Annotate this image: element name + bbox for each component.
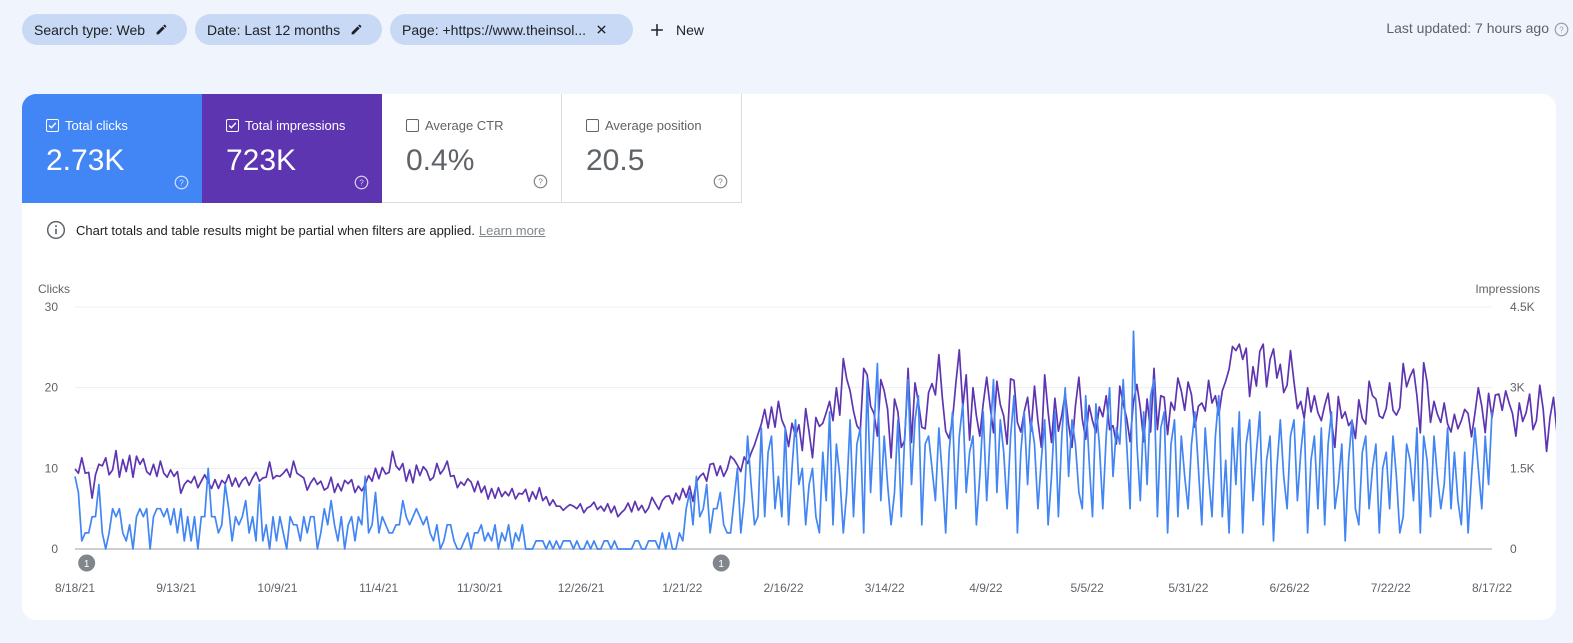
help-icon[interactable]: ? bbox=[174, 175, 189, 190]
metric-value: 723K bbox=[226, 144, 297, 177]
y-left-axis-title: Clicks bbox=[38, 282, 70, 296]
y-right-tick-label: 3K bbox=[1510, 381, 1525, 395]
plus-icon bbox=[651, 23, 663, 36]
metric-average-ctr[interactable]: Average CTR 0.4% ? bbox=[382, 94, 562, 203]
help-icon[interactable]: ? bbox=[533, 174, 548, 189]
filter-chip-search-type[interactable]: Search type: Web bbox=[22, 14, 187, 45]
filter-chip-date[interactable]: Date: Last 12 months bbox=[195, 14, 382, 45]
new-filter-button[interactable]: New bbox=[650, 14, 704, 45]
annotation-marker bbox=[712, 554, 730, 572]
metric-value: 2.73K bbox=[46, 144, 125, 177]
notice-text: Chart totals and table results might be … bbox=[76, 222, 475, 238]
y-left-tick-label: 20 bbox=[45, 381, 59, 395]
checkbox-unchecked[interactable] bbox=[406, 119, 419, 132]
metric-header: Total clicks bbox=[46, 118, 128, 133]
series-line-clicks bbox=[74, 330, 1493, 550]
metric-header: Average position bbox=[586, 118, 702, 133]
filter-chip-label: Search type: Web bbox=[34, 21, 146, 38]
x-tick-label: 5/5/22 bbox=[1070, 581, 1104, 595]
y-left-tick-label: 30 bbox=[45, 300, 59, 314]
y-left-tick-label: 10 bbox=[45, 461, 59, 475]
x-tick-label: 12/26/21 bbox=[558, 581, 605, 595]
help-icon[interactable]: ? bbox=[1554, 22, 1569, 37]
x-tick-label: 1/21/22 bbox=[662, 581, 702, 595]
x-tick-label: 4/9/22 bbox=[969, 581, 1003, 595]
help-icon[interactable]: ? bbox=[713, 174, 728, 189]
metric-value: 20.5 bbox=[586, 144, 645, 177]
filter-chip-page[interactable]: Page: +https://www.theinsol... bbox=[390, 14, 633, 45]
close-icon[interactable] bbox=[596, 24, 607, 35]
x-tick-label: 7/22/22 bbox=[1371, 581, 1411, 595]
y-right-tick-label: 0 bbox=[1510, 542, 1517, 556]
annotation-marker bbox=[78, 554, 96, 572]
x-tick-label: 10/9/21 bbox=[257, 581, 297, 595]
x-tick-label: 11/4/21 bbox=[359, 581, 398, 595]
filter-chip-label: Page: +https://www.theinsol... bbox=[402, 21, 587, 38]
metric-header: Total impressions bbox=[226, 118, 345, 133]
performance-chart: 0 0 10 1.5K 20 3K 30 4.5K Clicks Impressions 8/18/… bbox=[38, 282, 1556, 595]
svg-text:?: ? bbox=[538, 178, 543, 187]
x-tick-label: 11/30/21 bbox=[457, 581, 503, 595]
checkbox-unchecked[interactable] bbox=[586, 119, 599, 132]
checkbox-checked[interactable] bbox=[46, 119, 59, 132]
checkbox-checked[interactable] bbox=[226, 119, 239, 132]
y-right-tick-label: 1.5K bbox=[1510, 461, 1535, 475]
annotation-marker-label: 1 bbox=[718, 559, 724, 570]
metric-label: Average position bbox=[605, 118, 702, 133]
partial-data-notice: Chart totals and table results might be … bbox=[46, 220, 545, 240]
last-updated-text: Last updated: 7 hours ago bbox=[1386, 20, 1549, 36]
svg-text:?: ? bbox=[1559, 26, 1564, 35]
svg-text:?: ? bbox=[179, 179, 184, 188]
metric-label: Total impressions bbox=[245, 118, 346, 133]
svg-text:?: ? bbox=[718, 178, 723, 187]
pencil-icon[interactable] bbox=[350, 23, 363, 36]
x-tick-label: 2/16/22 bbox=[763, 581, 803, 595]
performance-card: Total clicks 2.73K ? Total impressions 7… bbox=[22, 94, 1556, 620]
metric-label: Total clicks bbox=[65, 118, 128, 133]
metric-average-position[interactable]: Average position 20.5 ? bbox=[562, 94, 742, 203]
y-left-tick-label: 0 bbox=[51, 542, 58, 556]
x-tick-label: 6/26/22 bbox=[1270, 581, 1310, 595]
x-tick-label: 8/18/21 bbox=[55, 581, 95, 595]
info-icon bbox=[46, 220, 66, 240]
series-line-impressions bbox=[74, 343, 1556, 518]
annotation-marker-label: 1 bbox=[84, 559, 90, 570]
metric-total-clicks[interactable]: Total clicks 2.73K ? bbox=[22, 94, 202, 203]
metric-value: 0.4% bbox=[406, 144, 475, 177]
x-tick-label: 5/31/22 bbox=[1168, 581, 1208, 595]
x-tick-label: 9/13/21 bbox=[156, 581, 196, 595]
y-right-axis-title: Impressions bbox=[1475, 282, 1540, 296]
x-tick-label: 8/17/22 bbox=[1472, 581, 1512, 595]
pencil-icon[interactable] bbox=[155, 23, 168, 36]
new-filter-label: New bbox=[676, 21, 705, 38]
metric-header: Average CTR bbox=[406, 118, 504, 133]
help-icon[interactable]: ? bbox=[354, 175, 369, 190]
filter-chip-label: Date: Last 12 months bbox=[207, 21, 341, 38]
x-tick-label: 3/14/22 bbox=[865, 581, 905, 595]
learn-more-link[interactable]: Learn more bbox=[478, 222, 546, 238]
y-right-tick-label: 4.5K bbox=[1510, 300, 1535, 314]
svg-text:?: ? bbox=[359, 179, 364, 188]
metric-label: Average CTR bbox=[425, 118, 504, 133]
metric-total-impressions[interactable]: Total impressions 723K ? bbox=[202, 94, 382, 203]
